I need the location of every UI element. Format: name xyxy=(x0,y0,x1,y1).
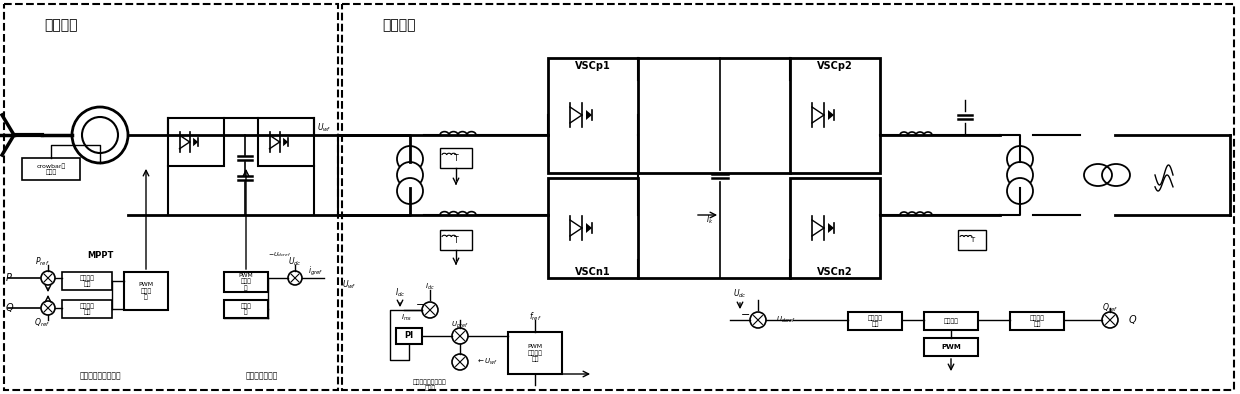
Text: PI: PI xyxy=(404,331,414,340)
Polygon shape xyxy=(193,138,198,146)
Bar xyxy=(342,4,1234,390)
Bar xyxy=(1011,312,1064,330)
Bar xyxy=(959,230,986,250)
Text: 无功功率
控制: 无功功率 控制 xyxy=(79,303,94,315)
Bar xyxy=(548,58,639,173)
Text: $-U_{dcref}$: $-U_{dcref}$ xyxy=(268,251,291,260)
Text: $I_{dc}$: $I_{dc}$ xyxy=(425,282,435,292)
Text: 有功功率
控制: 有功功率 控制 xyxy=(79,275,94,287)
Text: $I_{ms}$: $I_{ms}$ xyxy=(401,313,412,323)
Text: 直流电压
控制: 直流电压 控制 xyxy=(868,315,883,327)
Text: $U_{pref}$: $U_{pref}$ xyxy=(451,319,469,331)
Text: $U_{dc}$: $U_{dc}$ xyxy=(733,288,746,300)
Circle shape xyxy=(397,146,423,172)
Polygon shape xyxy=(587,223,591,233)
Text: $i_{gref}$: $i_{gref}$ xyxy=(309,264,324,277)
Text: $-$: $-$ xyxy=(740,308,750,318)
Circle shape xyxy=(1007,146,1033,172)
Text: $Q$: $Q$ xyxy=(1128,314,1137,327)
Text: $U_{dc}$: $U_{dc}$ xyxy=(288,256,301,268)
Bar xyxy=(790,58,880,173)
Text: T: T xyxy=(454,236,459,245)
Text: VSCp1: VSCp1 xyxy=(575,61,611,71)
Text: $Q_{ref}$: $Q_{ref}$ xyxy=(33,317,50,329)
Text: 柔直部分: 柔直部分 xyxy=(382,18,415,32)
Bar xyxy=(440,148,472,168)
Text: 风机部分: 风机部分 xyxy=(43,18,77,32)
Circle shape xyxy=(288,271,303,285)
Text: 电流控
制: 电流控 制 xyxy=(241,303,252,315)
Text: Q: Q xyxy=(6,303,14,313)
Text: T: T xyxy=(970,237,975,243)
Bar xyxy=(548,178,639,278)
Text: $U_{dcref}$: $U_{dcref}$ xyxy=(776,315,796,325)
Bar xyxy=(924,312,978,330)
Text: $-$: $-$ xyxy=(415,298,425,308)
Text: PWM
电流控
制: PWM 电流控 制 xyxy=(139,282,154,300)
Text: MPPT: MPPT xyxy=(87,251,113,260)
Circle shape xyxy=(41,301,55,315)
Text: VSCp2: VSCp2 xyxy=(817,61,853,71)
Text: $I_{dc}$: $I_{dc}$ xyxy=(394,287,405,299)
Text: $P_{ref}$: $P_{ref}$ xyxy=(35,256,50,268)
Circle shape xyxy=(1102,312,1118,328)
Text: PWM: PWM xyxy=(941,344,961,350)
Text: $U_{wf}$: $U_{wf}$ xyxy=(317,122,332,134)
Bar xyxy=(22,158,81,180)
Text: T: T xyxy=(454,154,459,162)
Bar xyxy=(167,118,224,166)
Polygon shape xyxy=(283,138,288,146)
Circle shape xyxy=(397,178,423,204)
Text: PWM
电流控
制: PWM 电流控 制 xyxy=(238,273,253,291)
Bar xyxy=(396,328,422,344)
Bar xyxy=(258,118,314,166)
Circle shape xyxy=(1007,162,1033,188)
Circle shape xyxy=(453,354,467,370)
Text: 有无功功率解耦控制: 有无功功率解耦控制 xyxy=(79,372,120,381)
Text: VSCn1: VSCn1 xyxy=(575,267,611,277)
Polygon shape xyxy=(828,110,835,120)
Bar xyxy=(124,272,167,310)
Circle shape xyxy=(72,107,128,163)
Text: VSCn2: VSCn2 xyxy=(817,267,853,277)
Bar xyxy=(440,230,472,250)
Bar xyxy=(224,272,268,292)
Circle shape xyxy=(1007,178,1033,204)
Text: $f_{ref}$: $f_{ref}$ xyxy=(528,311,542,323)
Bar xyxy=(790,178,880,278)
Text: crowbar保
护电路: crowbar保 护电路 xyxy=(36,163,66,175)
Circle shape xyxy=(750,312,766,328)
Circle shape xyxy=(82,117,118,153)
Bar xyxy=(62,300,112,318)
Text: $U_{wf}$: $U_{wf}$ xyxy=(342,279,356,291)
Circle shape xyxy=(397,162,423,188)
Bar xyxy=(224,300,268,318)
Text: 定直流电压控制: 定直流电压控制 xyxy=(246,372,278,381)
Text: 故障穿越时的电压反
馈控制: 故障穿越时的电压反 馈控制 xyxy=(413,379,446,391)
Text: PWM
交流电压
控制: PWM 交流电压 控制 xyxy=(527,344,543,362)
Bar xyxy=(848,312,901,330)
Circle shape xyxy=(422,302,438,318)
Bar xyxy=(62,272,112,290)
Text: 电流控制: 电流控制 xyxy=(944,318,959,324)
Text: 无功功率
控制: 无功功率 控制 xyxy=(1029,315,1044,327)
Bar xyxy=(508,332,562,374)
Bar xyxy=(4,4,339,390)
Text: $I_k$: $I_k$ xyxy=(707,214,714,226)
Polygon shape xyxy=(828,223,835,233)
Circle shape xyxy=(453,328,467,344)
Circle shape xyxy=(41,271,55,285)
Polygon shape xyxy=(587,110,591,120)
Text: $\leftarrow U_{wf}$: $\leftarrow U_{wf}$ xyxy=(476,357,498,367)
Text: P: P xyxy=(6,273,12,283)
Text: $Q_{ref}$: $Q_{ref}$ xyxy=(1102,302,1118,314)
Bar xyxy=(924,338,978,356)
